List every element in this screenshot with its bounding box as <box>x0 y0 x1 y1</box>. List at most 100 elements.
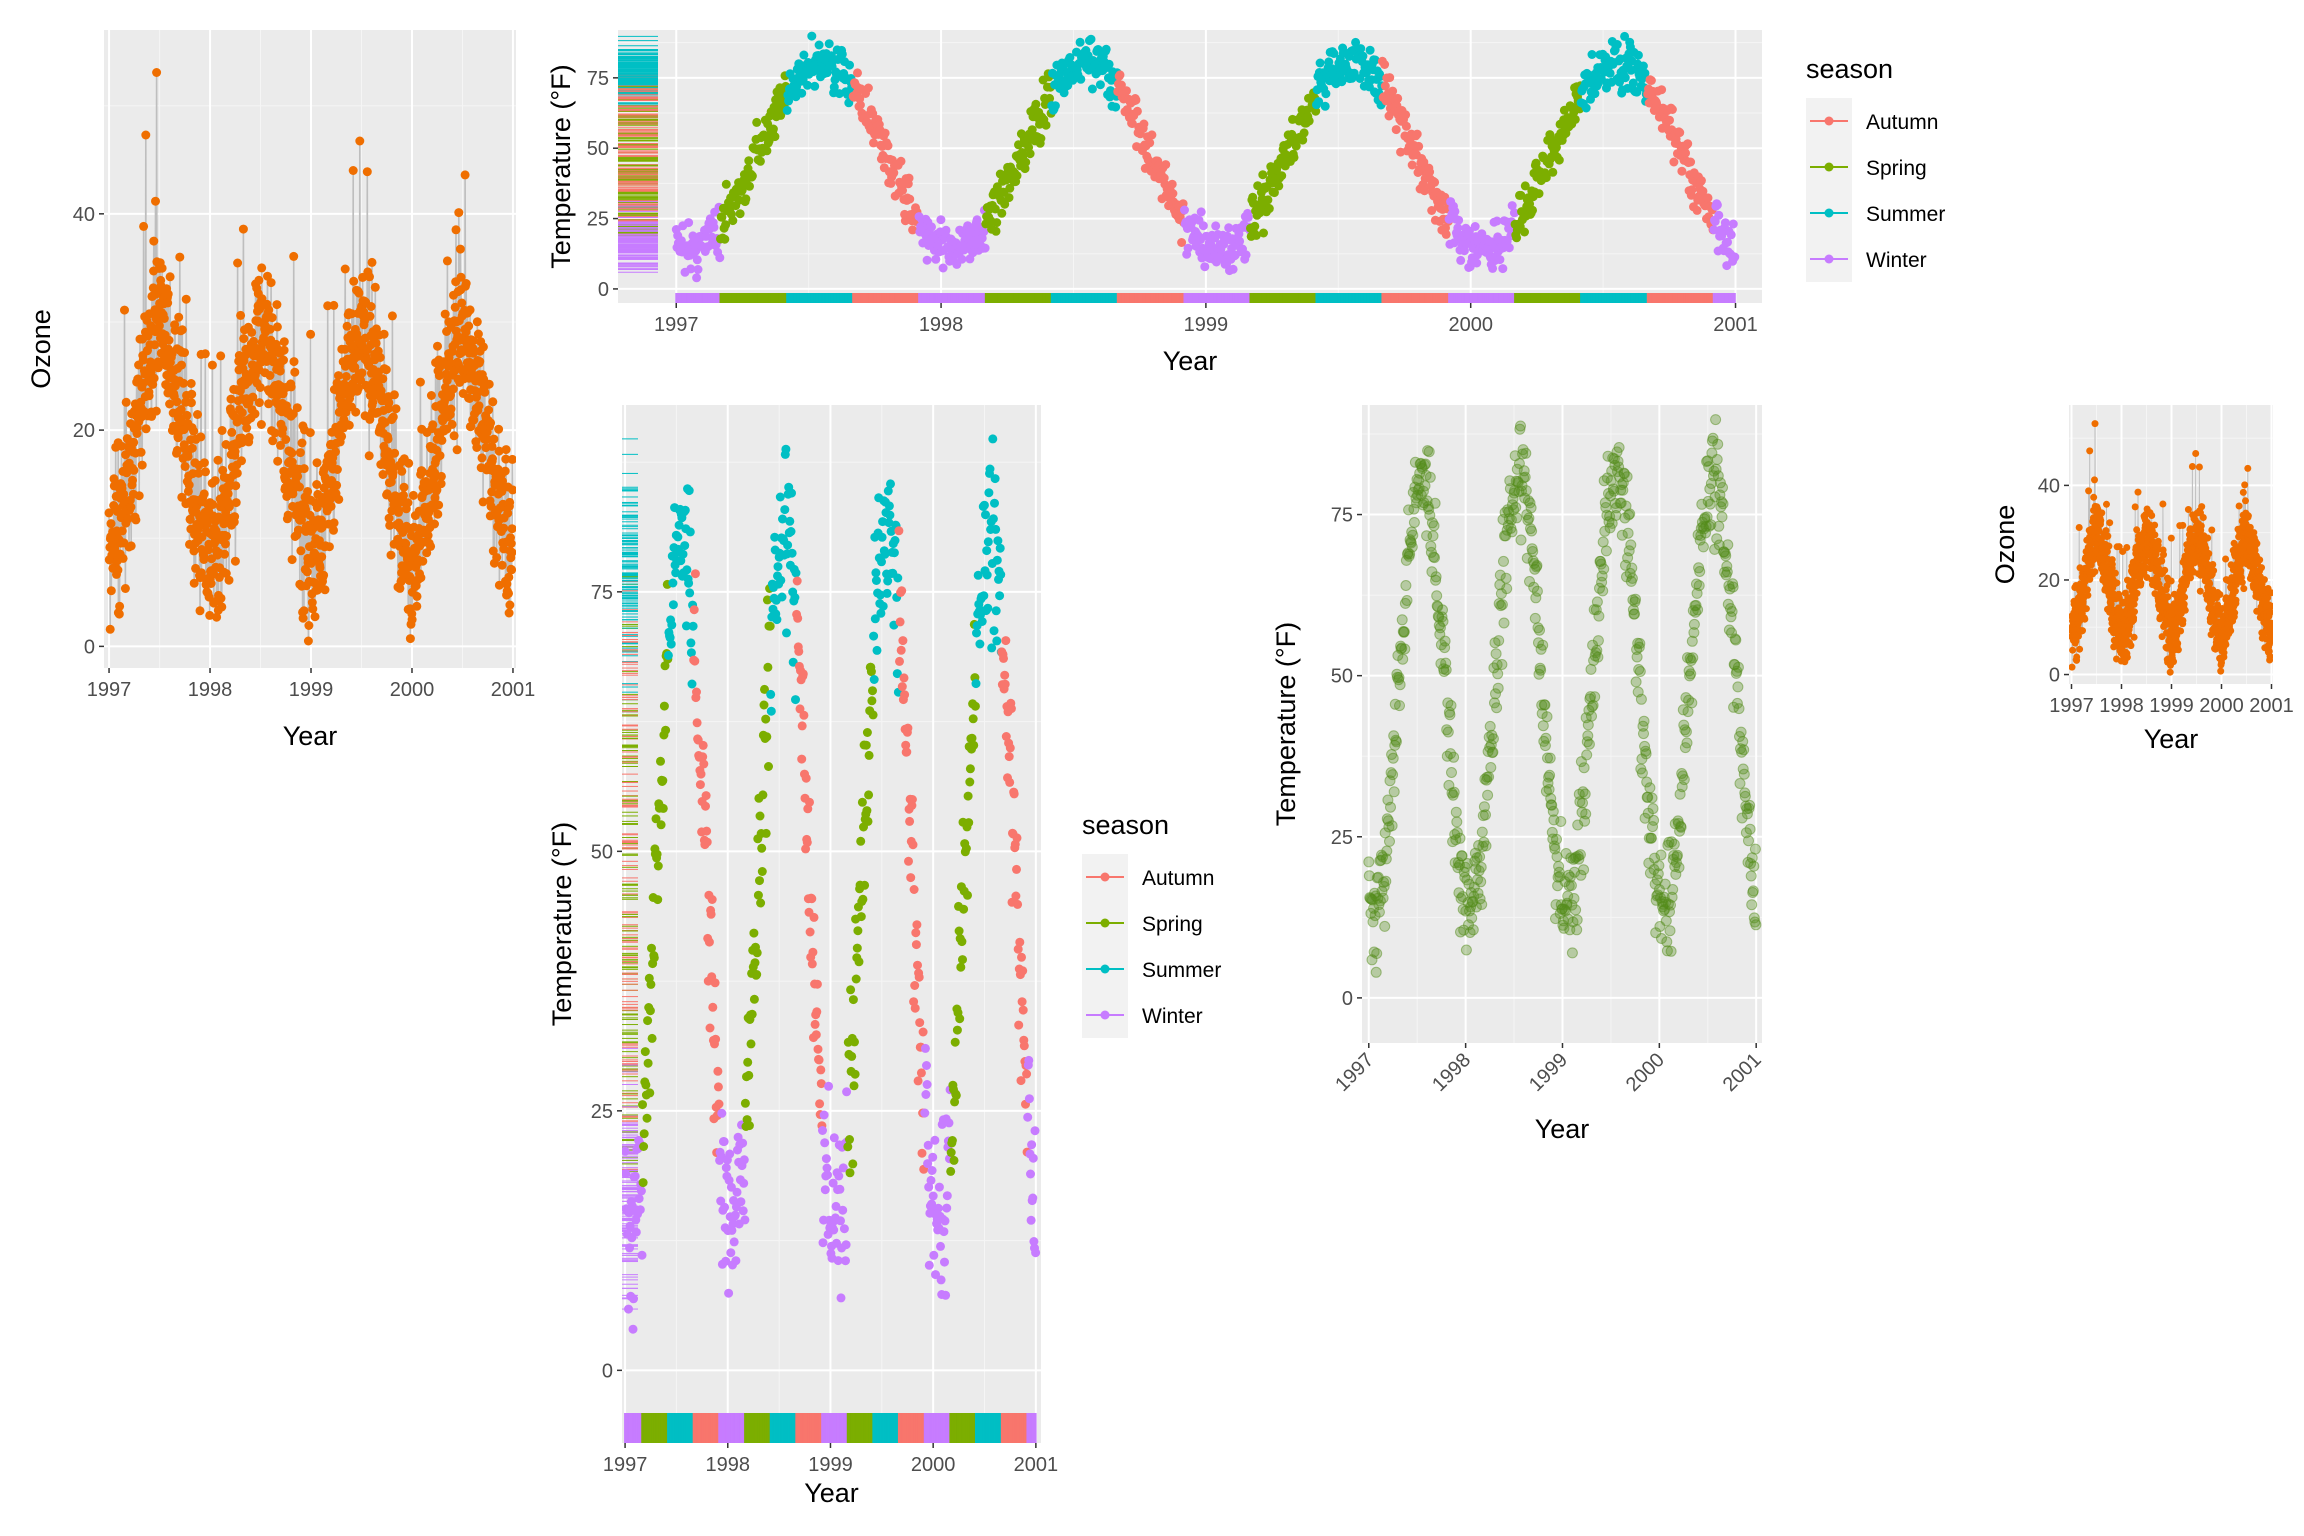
data-point <box>151 196 160 206</box>
data-point <box>337 431 347 441</box>
data-point <box>384 513 394 523</box>
data-point <box>1012 171 1022 181</box>
data-point <box>329 518 339 528</box>
data-point <box>1005 183 1015 193</box>
data-point <box>139 221 149 231</box>
data-point <box>451 225 461 235</box>
marks <box>618 31 1740 303</box>
data-point <box>1504 243 1514 253</box>
data-point <box>227 427 237 437</box>
data-point <box>329 525 338 535</box>
data-point <box>367 257 377 267</box>
data-point <box>371 338 381 348</box>
data-point <box>1620 31 1630 41</box>
data-point <box>745 181 754 191</box>
data-point <box>378 374 388 384</box>
data-point <box>1587 50 1597 59</box>
data-point <box>478 342 488 352</box>
data-point <box>137 460 147 470</box>
data-point <box>972 215 982 225</box>
data-point <box>175 252 185 262</box>
data-point <box>408 490 418 500</box>
data-point <box>1419 157 1429 167</box>
legend-key-point <box>1824 208 1834 218</box>
data-point <box>508 485 516 495</box>
legend: season Autumn Spring Summer Winter <box>1806 54 1945 282</box>
data-point <box>454 208 464 218</box>
data-point <box>741 194 751 204</box>
data-point <box>331 447 340 457</box>
data-point <box>1050 101 1060 111</box>
data-point <box>299 606 309 616</box>
data-point <box>216 593 226 603</box>
data-point <box>312 503 322 512</box>
data-point <box>305 428 315 438</box>
data-point <box>1298 135 1308 145</box>
data-point <box>1714 210 1724 220</box>
data-point <box>340 264 350 274</box>
data-point <box>302 567 312 577</box>
data-point <box>1291 141 1301 151</box>
data-point <box>504 572 514 582</box>
data-point <box>957 254 967 264</box>
x-tick-label: 2000 <box>1448 314 1493 336</box>
data-point <box>1183 243 1193 253</box>
data-point <box>488 454 497 464</box>
data-point <box>1356 44 1366 54</box>
data-point <box>230 447 240 457</box>
data-point <box>294 525 304 535</box>
data-point <box>1646 76 1656 85</box>
data-point <box>735 209 745 219</box>
data-point <box>181 294 191 304</box>
data-point <box>1640 68 1650 78</box>
data-point <box>115 601 125 611</box>
data-point <box>810 81 820 91</box>
data-point <box>504 608 514 618</box>
data-point <box>868 109 878 119</box>
data-point <box>353 383 363 393</box>
plot-temperature-tall: 1997 1998 1999 2000 20010255075YearTemperatu… <box>547 405 1221 1508</box>
data-point <box>423 514 433 524</box>
data-point <box>814 40 824 50</box>
data-point <box>686 264 696 274</box>
plot-ozone-large: 1997 1998 1999 2000 2001 0 20 40 Year Ozone <box>26 30 535 751</box>
data-point <box>1211 221 1221 231</box>
data-point <box>1075 37 1085 47</box>
data-point <box>822 68 832 78</box>
data-point <box>1101 44 1111 54</box>
data-point <box>499 523 509 533</box>
data-point <box>1570 114 1580 124</box>
x-tick-label: 2001 <box>1713 314 1758 336</box>
data-point <box>412 601 422 611</box>
data-point <box>497 560 507 570</box>
data-point <box>990 204 1000 214</box>
data-point <box>487 441 497 451</box>
data-point <box>268 436 278 446</box>
data-point <box>368 397 378 407</box>
data-point <box>824 39 834 49</box>
data-point <box>447 419 457 429</box>
data-point <box>394 507 403 517</box>
data-point <box>1139 119 1149 129</box>
data-point <box>233 258 243 268</box>
data-point <box>1196 207 1206 217</box>
data-point <box>475 357 485 366</box>
data-point <box>446 404 456 414</box>
plot-temperature-wide: 1997 1998 1999 2000 2001 0 25 50 75 Year Temperatu… <box>546 30 1945 376</box>
data-point <box>1115 70 1125 80</box>
data-point <box>254 398 264 408</box>
data-point <box>365 311 375 321</box>
data-point <box>248 392 258 402</box>
data-point <box>1329 49 1339 58</box>
data-point <box>709 222 719 232</box>
data-point <box>992 218 1002 228</box>
data-point <box>351 407 361 417</box>
data-point <box>308 523 318 533</box>
data-point <box>799 50 809 60</box>
data-point <box>1412 129 1422 139</box>
data-point <box>715 253 725 263</box>
x-tick-label: 1997 <box>603 1454 648 1476</box>
data-point <box>883 141 893 151</box>
data-point <box>1385 73 1395 83</box>
data-point <box>239 334 249 344</box>
